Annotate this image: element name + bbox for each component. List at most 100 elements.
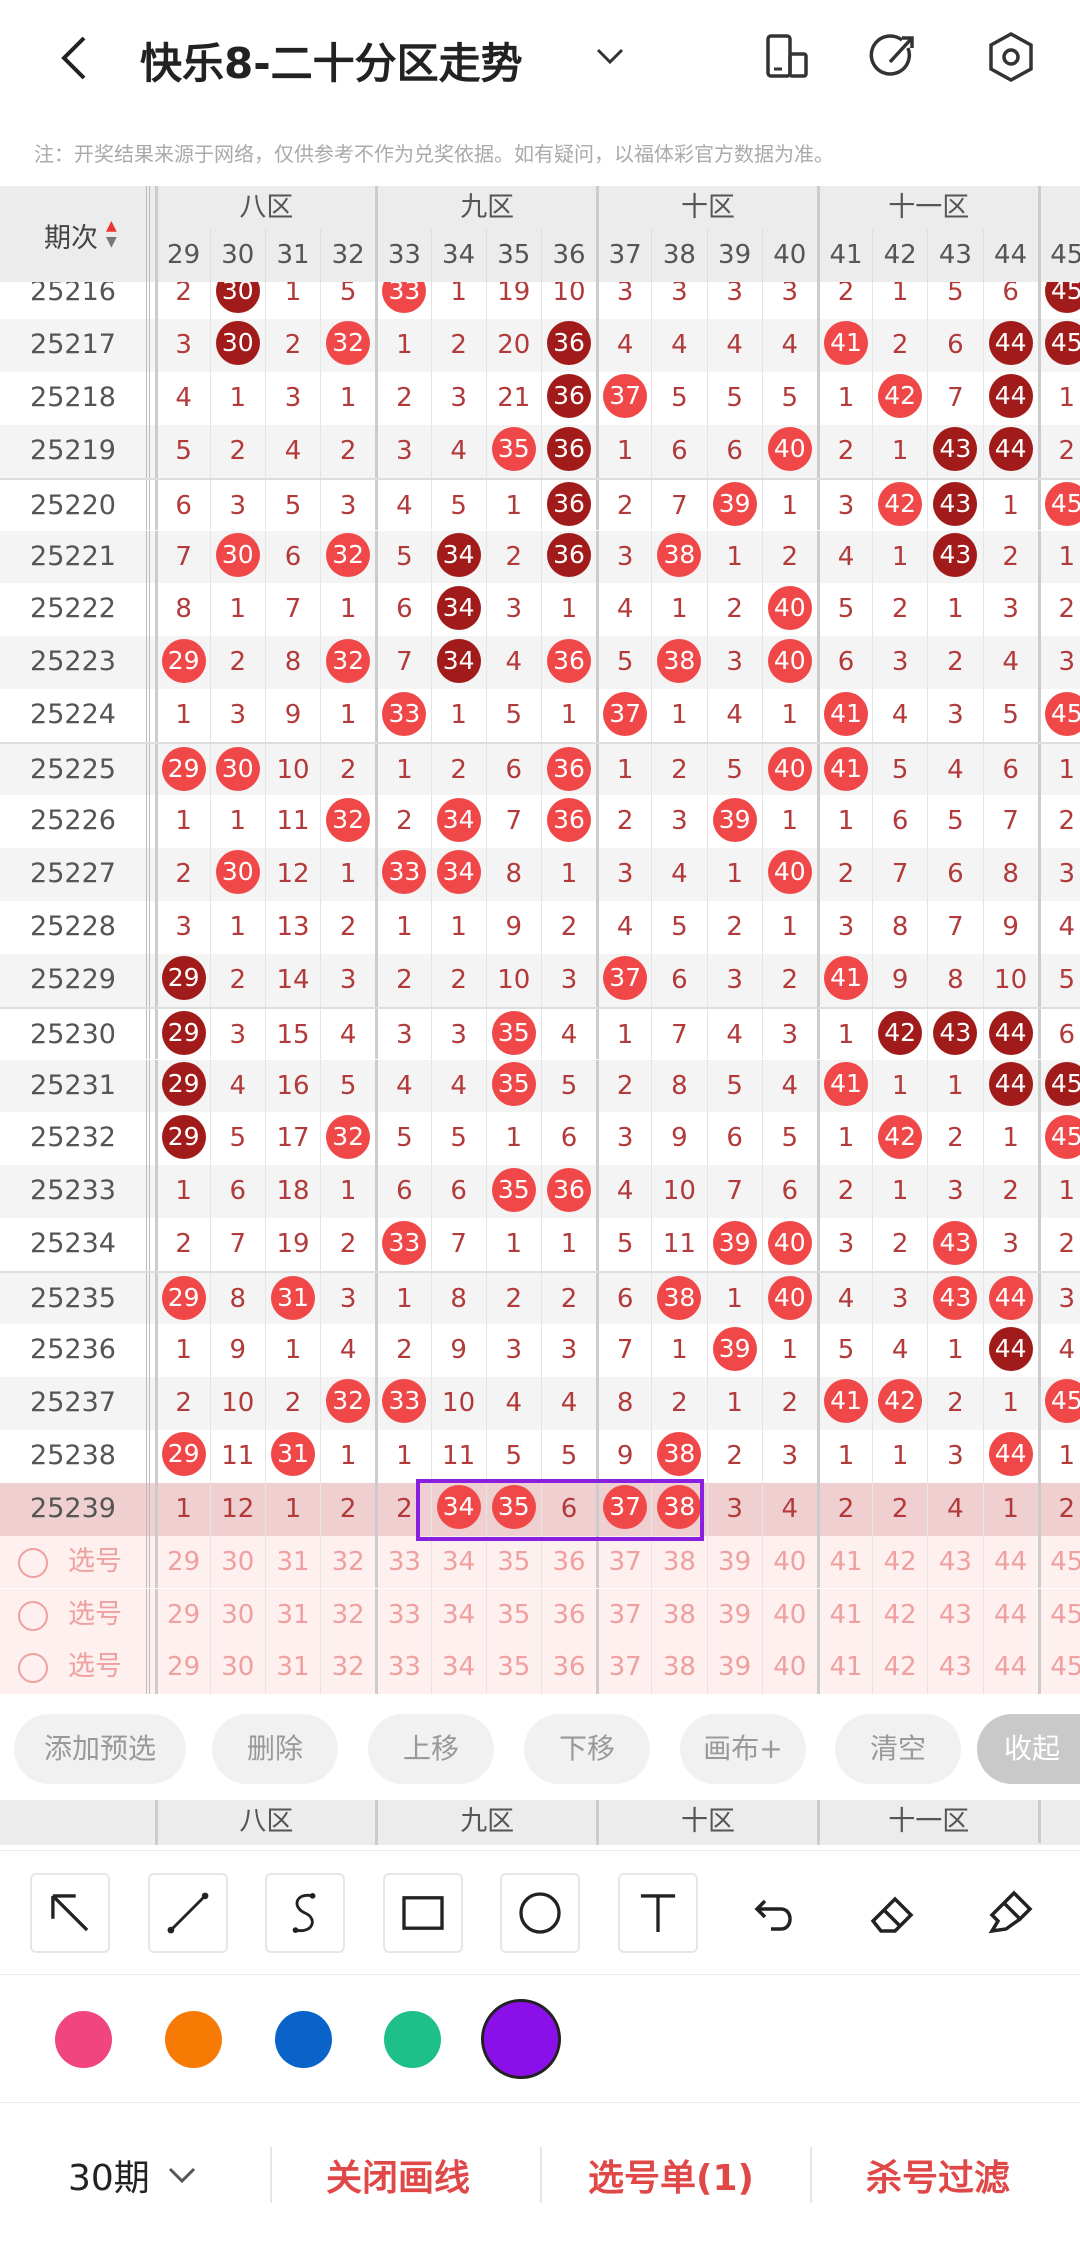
number-cell[interactable]: 1 [264, 282, 320, 319]
number-cell[interactable]: 2 [596, 1059, 651, 1113]
select-number[interactable]: 33 [375, 1535, 430, 1589]
number-cell[interactable]: 4 [596, 318, 651, 372]
number-cell[interactable]: 2 [651, 744, 706, 795]
number-cell[interactable]: 1 [485, 479, 541, 531]
number-cell[interactable]: 33 [375, 1218, 430, 1272]
number-cell[interactable]: 2 [816, 1482, 872, 1536]
select-number[interactable]: 37 [596, 1641, 651, 1694]
number-cell[interactable]: 43 [927, 1218, 982, 1272]
number-cell[interactable]: 1 [761, 900, 817, 954]
number-cell[interactable]: 33 [375, 847, 430, 901]
number-cell[interactable]: 5 [927, 795, 982, 848]
number-cell[interactable]: 3 [706, 282, 762, 319]
number-cell[interactable]: 6 [982, 744, 1038, 795]
number-cell[interactable]: 5 [816, 1324, 872, 1377]
number-cell[interactable]: 4 [264, 424, 320, 478]
select-number[interactable]: 40 [761, 1588, 817, 1642]
number-cell[interactable]: 7 [596, 1324, 651, 1377]
number-cell[interactable]: 32 [320, 530, 375, 584]
number-cell[interactable]: 10 [430, 1376, 486, 1430]
number-cell[interactable]: 3 [927, 1429, 982, 1483]
select-number[interactable]: 38 [651, 1641, 706, 1694]
number-cell[interactable]: 7 [430, 1218, 486, 1272]
number-cell[interactable]: 1 [540, 583, 596, 637]
number-cell[interactable]: 33 [375, 689, 430, 743]
number-cell[interactable]: 2 [485, 530, 541, 584]
number-cell[interactable]: 14 [264, 953, 320, 1007]
radio-icon[interactable] [18, 1600, 48, 1631]
number-cell[interactable]: 5 [1037, 953, 1080, 1007]
number-cell[interactable]: 3 [1037, 1273, 1080, 1324]
number-cell[interactable]: 2 [430, 744, 486, 795]
number-cell[interactable]: 4 [816, 530, 872, 584]
number-cell[interactable]: 1 [375, 1273, 430, 1324]
number-cell[interactable]: 1 [872, 530, 927, 584]
number-cell[interactable]: 6 [706, 424, 762, 478]
select-number[interactable]: 42 [872, 1535, 927, 1589]
number-cell[interactable]: 2 [540, 1273, 596, 1324]
number-cell[interactable]: 2 [320, 1482, 375, 1536]
number-cell[interactable]: 7 [154, 530, 210, 584]
number-cell[interactable]: 12 [209, 1482, 265, 1536]
number-cell[interactable]: 17 [264, 1112, 320, 1166]
period-select[interactable]: 30期 [68, 2158, 150, 2199]
number-cell[interactable]: 42 [872, 1376, 927, 1430]
number-cell[interactable]: 1 [706, 1376, 762, 1430]
number-cell[interactable]: 1 [761, 479, 817, 531]
number-cell[interactable]: 6 [1037, 1008, 1080, 1060]
number-cell[interactable]: 3 [872, 1273, 927, 1324]
number-cell[interactable]: 30 [209, 318, 265, 372]
select-number[interactable]: 37 [596, 1588, 651, 1642]
select-number[interactable]: 43 [927, 1535, 982, 1589]
number-cell[interactable]: 6 [540, 1112, 596, 1166]
number-cell[interactable]: 1 [1037, 1165, 1080, 1219]
number-cell[interactable]: 5 [761, 371, 817, 425]
number-cell[interactable]: 6 [761, 1165, 817, 1219]
number-cell[interactable]: 1 [154, 1324, 210, 1377]
number-cell[interactable]: 38 [651, 1429, 706, 1483]
number-cell[interactable]: 4 [375, 479, 430, 531]
number-cell[interactable]: 30 [209, 282, 265, 319]
number-cell[interactable]: 8 [872, 900, 927, 954]
number-cell[interactable]: 6 [872, 795, 927, 848]
pick-list-button[interactable]: 选号单(1) [588, 2158, 754, 2199]
number-cell[interactable]: 42 [872, 479, 927, 531]
number-cell[interactable]: 36 [540, 318, 596, 372]
number-cell[interactable]: 1 [596, 424, 651, 478]
number-cell[interactable]: 3 [651, 282, 706, 319]
number-cell[interactable]: 6 [485, 744, 541, 795]
number-cell[interactable]: 34 [430, 795, 486, 848]
chevron-down-icon[interactable] [590, 38, 630, 74]
number-cell[interactable]: 3 [816, 900, 872, 954]
number-cell[interactable]: 10 [209, 1376, 265, 1430]
number-cell[interactable]: 35 [485, 424, 541, 478]
number-cell[interactable]: 44 [982, 318, 1038, 372]
number-cell[interactable]: 9 [264, 689, 320, 743]
number-cell[interactable]: 2 [1037, 1482, 1080, 1536]
number-cell[interactable]: 36 [540, 795, 596, 848]
select-number[interactable]: 34 [430, 1588, 486, 1642]
number-cell[interactable]: 2 [540, 900, 596, 954]
number-cell[interactable]: 3 [761, 282, 817, 319]
number-cell[interactable]: 39 [706, 1324, 762, 1377]
number-cell[interactable]: 5 [927, 282, 982, 319]
number-cell[interactable]: 10 [264, 744, 320, 795]
circle-tool-icon[interactable] [500, 1873, 580, 1953]
select-number[interactable]: 41 [816, 1535, 872, 1589]
number-cell[interactable]: 2 [596, 479, 651, 531]
delete-button[interactable]: 删除 [212, 1714, 338, 1784]
number-cell[interactable]: 2 [375, 1324, 430, 1377]
number-cell[interactable]: 45 [1037, 1059, 1080, 1113]
number-cell[interactable]: 43 [927, 424, 982, 478]
number-cell[interactable]: 40 [761, 744, 817, 795]
select-number[interactable]: 29 [154, 1588, 210, 1642]
number-cell[interactable]: 3 [596, 847, 651, 901]
number-cell[interactable]: 2 [872, 1218, 927, 1272]
number-cell[interactable]: 1 [209, 900, 265, 954]
number-cell[interactable]: 1 [651, 1324, 706, 1377]
number-cell[interactable]: 21 [485, 371, 541, 425]
select-number[interactable]: 45 [1037, 1588, 1080, 1642]
number-cell[interactable]: 2 [816, 1165, 872, 1219]
canvas-plus-button[interactable]: 画布+ [680, 1714, 806, 1784]
select-number[interactable]: 32 [320, 1535, 375, 1589]
